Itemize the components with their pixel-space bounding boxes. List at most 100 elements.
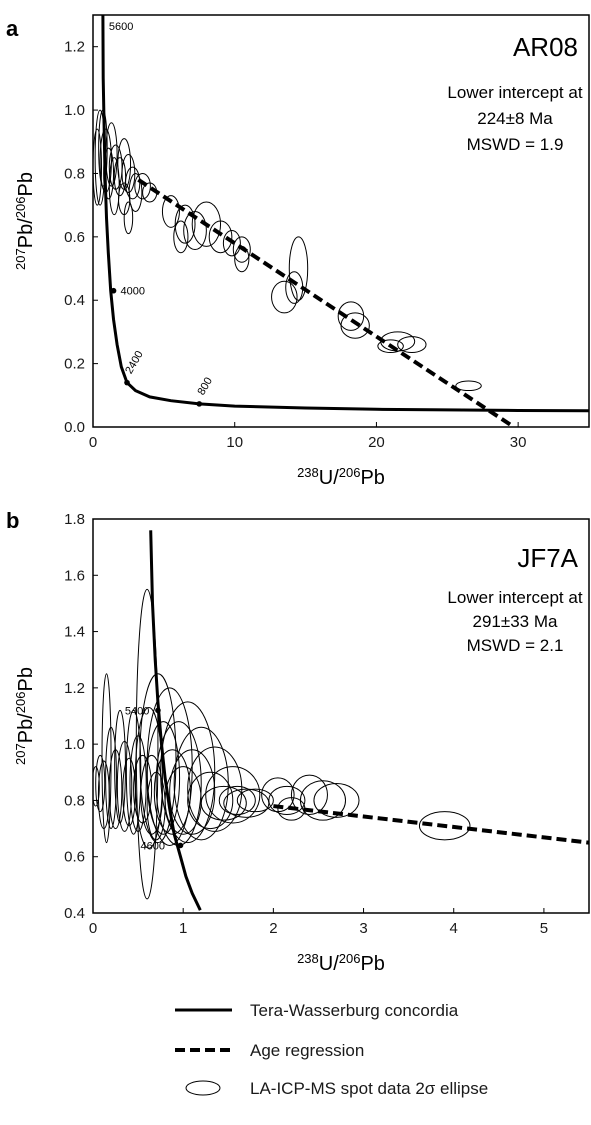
x-tick-label: 30 — [510, 434, 527, 451]
data-ellipse — [160, 701, 216, 844]
data-ellipse — [153, 749, 191, 835]
y-tick-label: 0.4 — [64, 905, 85, 922]
sample-name: AR08 — [513, 32, 578, 62]
data-ellipse — [268, 785, 306, 816]
y-tick-label: 0.8 — [64, 792, 85, 809]
y-label-sup: 206 — [13, 197, 28, 219]
y-tick-label: 0.8 — [64, 165, 85, 182]
y-tick-label: 1.2 — [64, 39, 85, 56]
x-tick-label: 1 — [179, 920, 187, 937]
concordia-age-marker — [196, 401, 203, 407]
panel-b: b 0 1 2 3 4 5 0.4 0.6 0.8 1.0 1.2 1.4 1.6 1.8 5400 4600 J… — [6, 508, 590, 976]
x-label-sup: 238 — [297, 951, 319, 966]
y-label-base: Pb — [15, 667, 37, 691]
y-axis-label: 207Pb/206Pb — [13, 667, 38, 765]
y-label-base: Pb/ — [15, 218, 37, 248]
data-ellipse — [121, 153, 136, 193]
x-label-sup: 206 — [339, 465, 361, 480]
concordia-age-label: 800 — [195, 375, 215, 397]
x-axis-label: 238U/206Pb — [297, 465, 385, 490]
data-ellipse — [397, 336, 427, 354]
x-label-sup: 238 — [297, 465, 319, 480]
data-ellipse — [134, 707, 163, 849]
data-ellipse — [139, 673, 177, 844]
y-tick-label: 1.2 — [64, 680, 85, 697]
data-ellipse — [187, 771, 234, 830]
data-ellipse — [200, 785, 247, 821]
panel-a: a 0 10 20 30 0.0 0.2 0.4 0.6 0.8 1.0 1.2 5600 4000 240… — [6, 14, 590, 490]
intercept-annotation-line: Lower intercept at — [447, 83, 582, 102]
data-ellipse — [125, 166, 141, 200]
x-tick-label: 0 — [89, 920, 97, 937]
x-axis-label: 238U/206Pb — [297, 951, 385, 976]
intercept-annotation-line: Lower intercept at — [447, 588, 582, 607]
x-tick-label: 4 — [450, 920, 458, 937]
data-ellipse — [218, 785, 256, 816]
concordia-curve — [149, 530, 202, 911]
x-tick-label: 0 — [89, 434, 97, 451]
data-ellipse — [174, 204, 196, 244]
data-ellipse — [313, 783, 360, 818]
x-tick-label: 2 — [269, 920, 277, 937]
data-ellipse — [169, 749, 216, 835]
panel-letter: a — [6, 16, 19, 41]
concordia-age-marker — [155, 707, 161, 714]
data-ellipse — [191, 201, 222, 247]
intercept-annotation-line: 291±33 Ma — [473, 612, 558, 631]
legend-regression-label: Age regression — [250, 1041, 364, 1060]
data-ellipse — [116, 740, 133, 832]
data-ellipse — [299, 780, 347, 821]
legend-concordia-label: Tera-Wasserburg concordia — [250, 1001, 459, 1020]
y-label-sup: 206 — [13, 692, 28, 714]
data-ellipse — [113, 157, 127, 197]
x-tick-label: 20 — [368, 434, 385, 451]
data-ellipse — [288, 236, 309, 301]
plot-area — [93, 15, 589, 427]
x-tick-label: 10 — [226, 434, 243, 451]
y-tick-label: 1.8 — [64, 511, 85, 528]
data-ellipse — [161, 195, 180, 228]
legend-ellipse-symbol — [185, 1080, 221, 1096]
data-ellipse — [455, 380, 482, 392]
data-ellipse — [133, 754, 153, 824]
y-axis-label: 207Pb/206Pb — [13, 172, 38, 270]
x-label-base: U/ — [319, 467, 339, 489]
y-tick-label: 0.0 — [64, 419, 85, 436]
intercept-annotation-line: MSWD = 2.1 — [467, 636, 564, 655]
age-regression-line — [137, 178, 515, 427]
y-tick-label: 0.2 — [64, 356, 85, 373]
concordia-age-label: 4600 — [140, 840, 164, 852]
plot-frame — [92, 518, 590, 914]
data-ellipse — [208, 220, 233, 254]
x-label-sup: 206 — [339, 951, 361, 966]
y-tick-label: 0.6 — [64, 229, 85, 246]
concordia-age-label: 4000 — [121, 286, 145, 298]
concordia-age-label: 2400 — [123, 349, 146, 376]
legend: Tera-Wasserburg concordia Age regression… — [175, 1001, 488, 1098]
data-ellipse — [105, 726, 117, 830]
data-ellipse — [380, 331, 416, 352]
y-tick-label: 1.4 — [64, 624, 85, 641]
x-tick-label: 3 — [359, 920, 367, 937]
concordia-age-label: 5400 — [125, 705, 149, 717]
data-ellipse — [290, 774, 328, 815]
y-label-base: Pb — [15, 172, 37, 196]
data-ellipse — [108, 749, 123, 830]
data-ellipse — [418, 811, 471, 841]
concordia-age-label: 5600 — [109, 21, 133, 33]
data-ellipse — [222, 230, 241, 257]
data-ellipse — [101, 673, 112, 844]
data-ellipse — [377, 339, 404, 354]
data-ellipse — [340, 312, 370, 339]
plot-frame — [92, 14, 590, 428]
y-label-base: Pb/ — [15, 713, 37, 743]
concordia-age-marker — [110, 287, 117, 294]
y-tick-label: 1.6 — [64, 567, 85, 584]
x-label-base: Pb — [360, 953, 384, 975]
x-label-base: Pb — [360, 467, 384, 489]
y-tick-label: 1.0 — [64, 102, 85, 119]
data-ellipse — [95, 754, 106, 813]
y-label-sup: 207 — [13, 743, 28, 765]
data-ellipse — [125, 709, 142, 835]
